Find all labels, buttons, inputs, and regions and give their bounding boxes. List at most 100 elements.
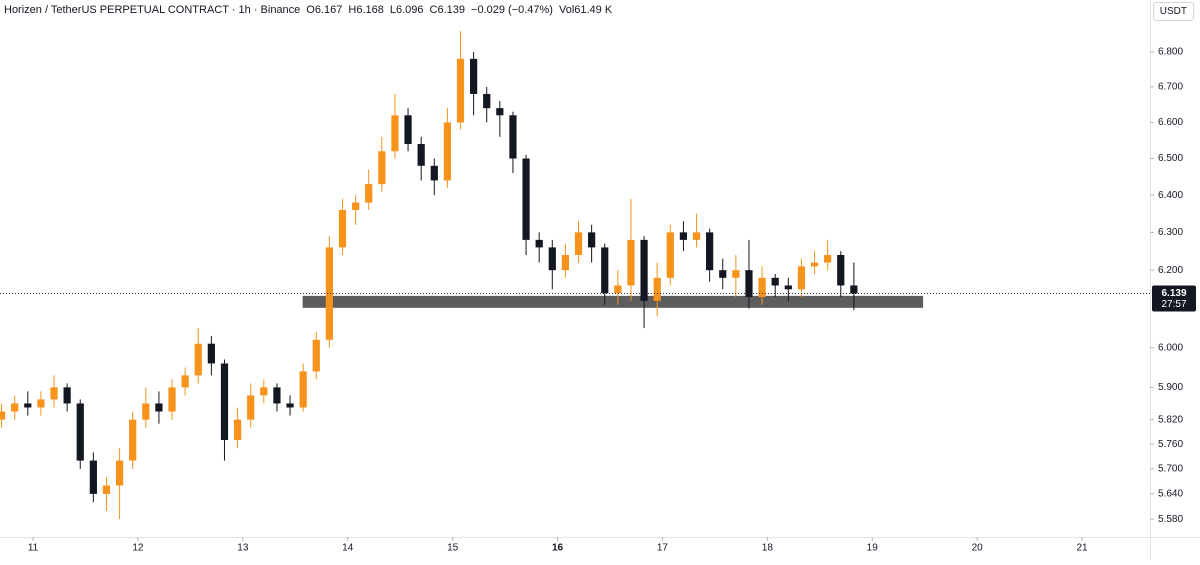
x-tick-label: 21 [1076,543,1088,554]
open: O6.167 [306,4,343,16]
candle-body [181,375,189,388]
y-tick-label: 5.760 [1158,439,1183,450]
y-tick-label: 6.300 [1158,227,1183,238]
candle-body [837,254,845,286]
candle-body [496,108,504,116]
candle-body [312,339,320,372]
y-tick-label: 6.200 [1158,265,1183,276]
low: L6.096 [389,4,424,16]
y-tick-label: 6.500 [1158,153,1183,164]
x-tick-label: 16 [552,543,564,554]
candle-body [627,239,635,286]
candle-body [115,460,124,486]
x-tick-label: 20 [972,543,984,554]
change: −0.029 (−0.47%) [471,4,553,16]
x-tick-label: 18 [762,543,774,554]
candle-body [76,403,84,461]
candle-body [89,460,97,494]
candle-body [338,209,347,248]
y-tick-label: 6.800 [1158,47,1183,58]
candle-body [588,232,596,248]
candle-body [260,387,268,396]
candle-body [574,232,583,255]
last-price-box [1152,285,1196,312]
symbol: Horizen / TetherUS PERPETUAL CONTRACT · … [4,4,301,16]
support-zone [302,295,924,308]
candle-body [24,403,32,408]
candle-body [378,151,386,185]
y-tick-label: 6.600 [1158,117,1183,128]
candle-body [247,395,255,420]
candle-body [286,403,294,408]
x-tick-label: 12 [132,543,144,554]
y-tick-label: 5.640 [1158,489,1183,500]
candle-body [50,387,58,400]
x-tick-label: 13 [237,543,249,554]
candle-body [351,202,360,210]
candle-body [273,387,281,404]
y-tick-label: 6.700 [1158,82,1183,93]
y-tick-label: 5.580 [1158,514,1183,525]
candle-body [824,254,832,263]
currency-button[interactable]: USDT [1152,2,1194,21]
candle-body [233,419,242,441]
candle-body [601,247,609,294]
last-price-label: 6.139 [1161,288,1186,299]
candle-body [470,58,478,94]
candle-body [850,285,858,294]
candle-body [548,247,556,271]
candle-body [758,277,766,298]
candle-body [456,58,465,123]
candle-body [63,387,71,404]
candle-body [810,262,819,267]
candle-body [391,115,399,152]
candle-body [129,419,137,461]
candle-body [535,239,543,248]
candle-body [640,239,648,301]
candle-body [0,411,6,420]
candle-body [194,343,202,376]
candle-body [142,403,150,420]
candle-body [719,270,727,278]
y-tick-label: 5.820 [1158,414,1183,425]
candle-body [11,403,19,412]
candle-body [692,232,701,240]
candle-body [653,277,661,301]
candle-body [679,232,688,240]
x-tick-label: 11 [28,543,39,554]
x-tick-label: 17 [657,543,669,554]
candle-body [365,184,373,203]
close: C6.139 [429,4,466,16]
candle-body [745,270,753,298]
candle-body [220,363,229,441]
candle-body [797,266,806,290]
candle-body [37,399,45,408]
x-tick-label: 14 [342,543,354,554]
candle-body [417,144,425,166]
candle-body [561,254,570,271]
candle-body [732,270,740,278]
candle-body [522,158,530,240]
candle-body [404,115,412,145]
countdown-label: 27:57 [1161,299,1186,310]
candle-body [771,277,779,286]
header: Horizen / TetherUS PERPETUAL CONTRACT · … [4,4,612,16]
candle-body [155,403,163,412]
candle-body [784,285,792,290]
y-tick-label: 5.700 [1158,464,1183,475]
x-tick-label: 15 [447,543,459,554]
candle-body [325,247,333,340]
candle-body [666,232,674,278]
candle-body [168,387,176,412]
y-tick-label: 5.900 [1158,382,1183,393]
candle-body [443,122,451,181]
candle-body [299,371,307,408]
candle-body [483,93,491,109]
high: H6.168 [348,4,384,16]
candle-body [102,485,111,494]
y-tick-label: 6.000 [1158,342,1183,353]
x-tick-label: 19 [867,543,879,554]
candle-body [430,165,438,181]
